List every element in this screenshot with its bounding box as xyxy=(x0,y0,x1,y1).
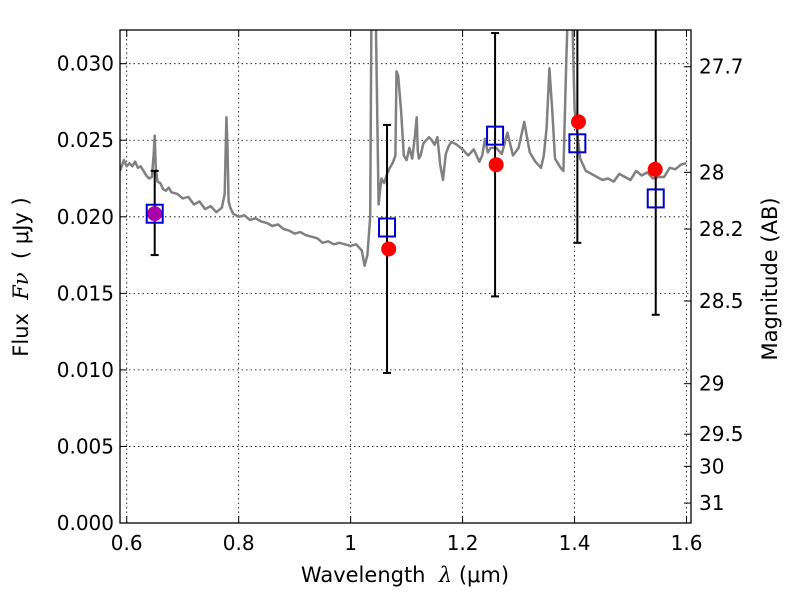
blue-square-marker xyxy=(378,217,397,238)
x-tick-label: 0.8 xyxy=(223,531,255,555)
y-tick-label: 0.025 xyxy=(57,128,114,152)
red-circle-marker xyxy=(570,114,586,130)
y2-tick-label: 28.5 xyxy=(699,289,744,313)
model-spectrum xyxy=(120,30,687,268)
y2-tick-label: 27.7 xyxy=(699,55,744,79)
y-tick-label: 0.030 xyxy=(57,52,114,76)
y-tick-label: 0.020 xyxy=(57,205,114,229)
photometry-markers xyxy=(145,114,665,257)
x-tick-label: 0.6 xyxy=(111,531,143,555)
plot-background xyxy=(120,30,691,523)
x-tick-labels: 0.6 0.8 1 1.2 1.4 1.6 xyxy=(111,531,703,555)
y2-tick-label: 29 xyxy=(699,372,724,396)
y2-tick-label: 31 xyxy=(699,491,724,515)
x-tick-label: 1.6 xyxy=(671,531,703,555)
y2-tick-labels: 27.7 28 28.2 28.5 29 29.5 30 31 xyxy=(699,55,744,515)
y-tick-label: 0.000 xyxy=(57,511,114,535)
spectrum-line xyxy=(120,30,687,268)
red-circle-marker xyxy=(488,157,504,173)
y-tick-label: 0.010 xyxy=(57,358,114,382)
x-tick-label: 1.2 xyxy=(447,531,479,555)
axis-ticks xyxy=(120,30,691,524)
y2-axis-label: Magnitude (AB) xyxy=(758,197,782,360)
y-tick-label: 0.005 xyxy=(57,434,114,458)
y2-tick-label: 30 xyxy=(699,454,724,478)
blue-square-marker xyxy=(568,133,587,154)
red-circle-marker xyxy=(647,161,663,177)
y-axis-label: Flux Fν ( μJy ) xyxy=(9,197,33,356)
blue-square-marker xyxy=(145,203,164,224)
x-axis-label: Wavelength λ (μm) xyxy=(301,563,509,587)
y2-tick-label: 28 xyxy=(699,160,724,184)
x-tick-label: 1 xyxy=(344,531,357,555)
x-tick-label: 1.4 xyxy=(559,531,591,555)
y2-tick-label: 29.5 xyxy=(699,422,744,446)
red-circle-marker xyxy=(147,206,163,222)
red-circle-marker xyxy=(381,241,397,257)
y-tick-labels: 0.000 0.005 0.010 0.015 0.020 0.025 0.030 xyxy=(57,52,114,535)
y2-tick-label: 28.2 xyxy=(699,217,744,241)
y-tick-label: 0.015 xyxy=(57,281,114,305)
blue-square-marker xyxy=(486,125,505,146)
plot-frame xyxy=(119,29,692,524)
blue-square-marker xyxy=(646,188,665,209)
